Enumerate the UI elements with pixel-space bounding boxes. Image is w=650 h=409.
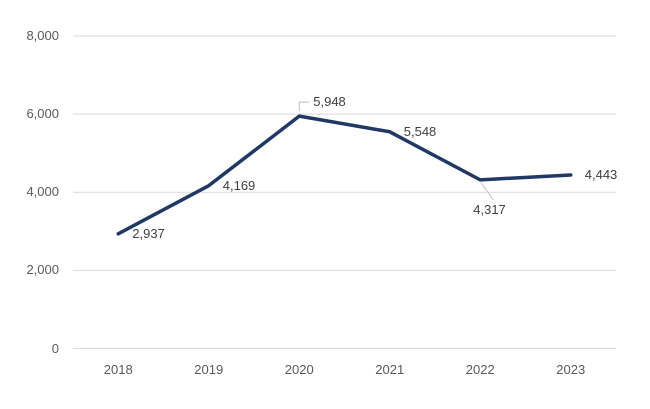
y-axis-tick-label: 4,000 (26, 184, 59, 200)
data-label: 5,948 (313, 94, 346, 110)
leader-line (480, 182, 494, 201)
leader-lines (298, 101, 494, 201)
x-axis-tick-label: 2023 (556, 362, 586, 377)
data-label: 4,317 (473, 201, 506, 217)
leader-line (298, 101, 310, 112)
gridlines (73, 35, 616, 349)
series-line (116, 114, 573, 236)
x-axis-tick-label: 2020 (284, 362, 314, 377)
data-label: 2,937 (132, 225, 165, 241)
x-axis-tick-label: 2018 (103, 362, 133, 377)
data-label: 5,548 (403, 123, 437, 139)
x-axis-tick-label: 2022 (465, 362, 495, 377)
y-axis-tick-label: 6,000 (26, 106, 59, 122)
y-axis-tick-label: 2,000 (26, 262, 59, 278)
data-label: 4,169 (222, 177, 256, 193)
x-axis-tick-label: 2021 (375, 362, 405, 377)
data-label: 4,443 (584, 166, 618, 182)
y-axis-tick-label: 8,000 (26, 28, 59, 43)
x-axis-tick-label: 2019 (194, 362, 224, 377)
y-axis-tick-label: 0 (51, 340, 59, 356)
